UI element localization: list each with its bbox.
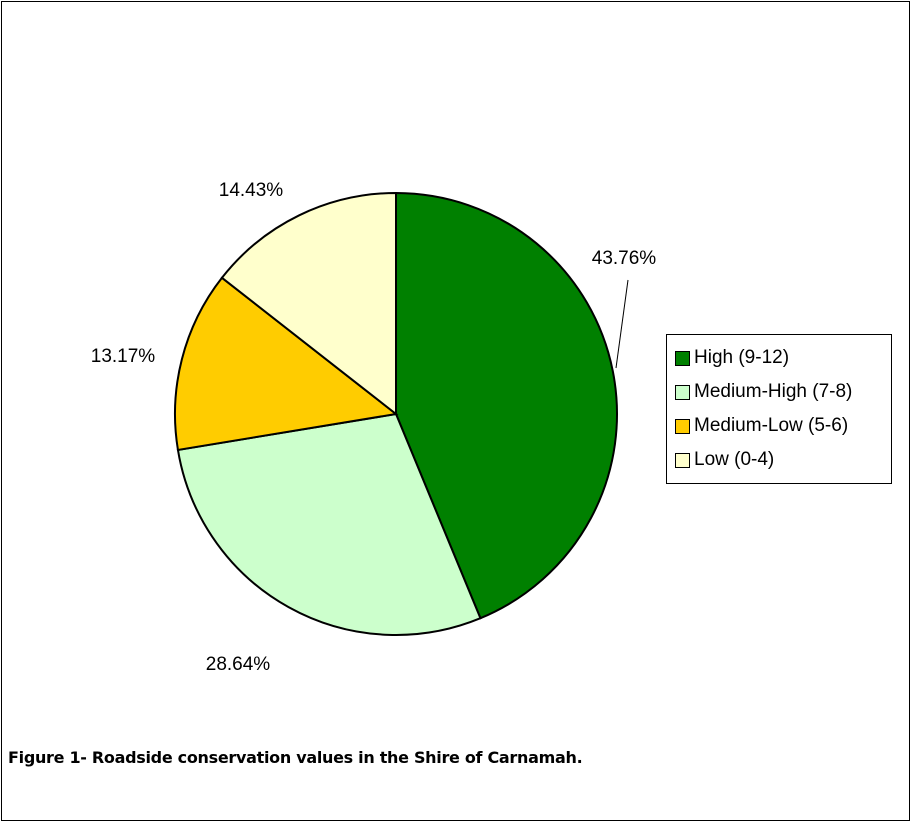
- legend-item-high: High (9-12): [675, 341, 891, 375]
- legend-label-low: Low (0-4): [694, 449, 775, 470]
- data-label-medium-low: 13.17%: [91, 346, 156, 367]
- data-label-low: 14.43%: [219, 180, 284, 201]
- pie-slice-high: [395, 191, 618, 620]
- legend-item-low: Low (0-4): [675, 443, 891, 477]
- leader-lines: [615, 279, 629, 369]
- legend-swatch-medium-low: [675, 418, 690, 434]
- legend: High (9-12) Medium-High (7-8) Medium-Low (…: [666, 334, 892, 484]
- legend-swatch-medium-high: [675, 384, 690, 400]
- data-label-medium-high: 28.64%: [206, 654, 271, 675]
- legend-label-medium-high: Medium-High (7-8): [694, 381, 853, 402]
- pie-slice-medium-low: [173, 276, 399, 452]
- legend-item-medium-high: Medium-High (7-8): [675, 375, 891, 409]
- legend-item-medium-low: Medium-Low (5-6): [675, 409, 891, 443]
- legend-label-high: High (9-12): [694, 347, 790, 368]
- legend-swatch-high: [675, 350, 690, 366]
- data-labels: 43.76% 28.64% 13.17% 14.43%: [91, 180, 657, 675]
- leader-line-high: [615, 279, 629, 369]
- pie-slices: [173, 191, 618, 636]
- legend-label-medium-low: Medium-Low (5-6): [694, 415, 849, 436]
- figure-caption: Figure 1- Roadside conservation values i…: [8, 748, 583, 767]
- legend-swatch-low: [675, 452, 690, 468]
- data-label-high: 43.76%: [592, 248, 657, 269]
- pie-slice-low: [220, 191, 397, 417]
- pie-slice-medium-high: [176, 412, 482, 636]
